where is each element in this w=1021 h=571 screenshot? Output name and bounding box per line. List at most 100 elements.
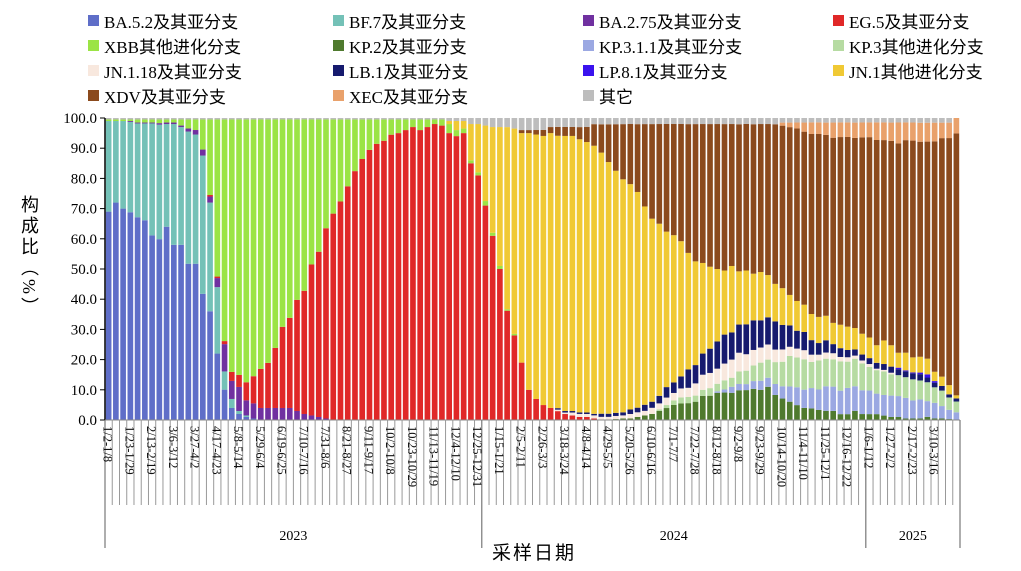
bar-segment — [685, 387, 692, 398]
bar-segment — [685, 118, 692, 125]
bar-segment — [308, 118, 315, 120]
legend-swatch — [583, 40, 594, 51]
bar-segment — [946, 397, 952, 410]
bar-segment — [395, 133, 402, 420]
legend-label: KP.3其他进化分支 — [849, 38, 984, 57]
x-tick-label: 12/16-12/22 — [840, 426, 854, 487]
x-tick-label: 5/8-5/14 — [231, 426, 245, 469]
bar-segment — [207, 196, 213, 203]
bar-segment — [881, 364, 887, 370]
y-tick-label: 30.0 — [71, 322, 97, 338]
bar-segment — [707, 266, 713, 349]
bar-segment — [250, 118, 257, 120]
bar-segment — [127, 121, 134, 122]
bar-segment — [301, 290, 308, 414]
bar-segment — [815, 409, 822, 420]
bar-segment — [917, 374, 923, 381]
bar-segment — [315, 119, 322, 252]
bar-segment — [482, 118, 489, 126]
bar-segment — [337, 119, 344, 202]
bar-segment — [214, 287, 221, 354]
bar-segment — [453, 118, 460, 122]
bar-segment — [323, 418, 329, 420]
bar-segment — [497, 265, 503, 269]
bar-segment — [721, 380, 728, 390]
bar-segment — [381, 140, 387, 420]
bar-segment — [185, 118, 192, 120]
bar-segment — [163, 122, 170, 125]
bar-segment — [830, 122, 837, 138]
bar-segment — [794, 122, 800, 129]
bar-segment — [613, 170, 619, 413]
bar-segment — [366, 149, 373, 420]
bar-segment — [881, 415, 887, 420]
bar-segment — [526, 130, 532, 134]
bar-segment — [113, 202, 119, 420]
x-tick-label: 7/10-7/16 — [296, 426, 310, 475]
bar-segment — [844, 326, 851, 350]
bar-segment — [714, 392, 721, 420]
legend-item: BA.5.2及其亚分支 — [88, 8, 238, 33]
x-tick-label: 11/13-11/19 — [427, 426, 441, 486]
legend-item: XEC及其亚分支 — [333, 83, 468, 108]
bar-segment — [373, 118, 380, 120]
bar-segment — [844, 414, 851, 420]
bar-segment — [714, 341, 721, 369]
bar-segment — [171, 119, 177, 123]
bar-segment — [460, 128, 467, 134]
bar-segment — [678, 403, 684, 420]
legend-label: LB.1及其亚分支 — [349, 63, 469, 82]
bar-segment — [714, 368, 721, 384]
bar-segment — [794, 128, 800, 301]
bar-segment — [605, 118, 612, 125]
bar-segment — [736, 352, 742, 372]
bar-segment — [881, 122, 887, 141]
bar-segment — [728, 392, 735, 420]
bar-segment — [569, 118, 576, 127]
x-axis-label: 采样日期 — [490, 538, 579, 565]
bar-segment — [844, 387, 851, 415]
bar-segment — [511, 128, 518, 334]
bar-segment — [910, 418, 916, 420]
bar-segment — [663, 231, 670, 388]
bar-segment — [207, 195, 213, 197]
bar-segment — [801, 359, 808, 390]
bar-segment — [613, 124, 619, 171]
bar-segment — [272, 118, 279, 120]
bar-segment — [678, 388, 684, 398]
bar-segment — [656, 410, 663, 420]
bar-segment — [823, 118, 829, 123]
x-tick-label: 3/18-3/24 — [557, 426, 571, 475]
bar-segment — [852, 355, 858, 359]
bar-segment — [555, 408, 561, 410]
bar-segment — [641, 206, 648, 405]
bar-segment — [917, 141, 923, 357]
bar-segment — [699, 395, 706, 420]
bar-segment — [830, 137, 837, 323]
bar-segment — [294, 118, 300, 120]
bar-segment — [286, 317, 293, 408]
bar-segment — [736, 371, 742, 385]
bar-segment — [888, 140, 894, 346]
bar-segment — [555, 409, 561, 412]
bar-segment — [685, 403, 692, 420]
bar-segment — [439, 118, 445, 120]
bar-segment — [910, 357, 916, 373]
bar-segment — [598, 416, 605, 420]
bar-segment — [837, 414, 844, 420]
bar-segment — [830, 322, 837, 345]
bar-segment — [895, 417, 902, 420]
bar-segment — [228, 407, 235, 420]
legend-label: XDV及其亚分支 — [104, 88, 226, 107]
bar-segment — [931, 381, 938, 383]
bar-segment — [395, 118, 402, 120]
bar-segment — [142, 123, 148, 221]
bar-segment — [743, 354, 750, 371]
bar-segment — [337, 201, 344, 420]
bar-segment — [569, 126, 576, 136]
bar-segment — [388, 119, 395, 135]
bar-segment — [576, 118, 583, 128]
bar-segment — [105, 211, 112, 420]
x-tick-label: 5/20-5/26 — [622, 426, 636, 475]
bar-segment — [888, 122, 894, 141]
